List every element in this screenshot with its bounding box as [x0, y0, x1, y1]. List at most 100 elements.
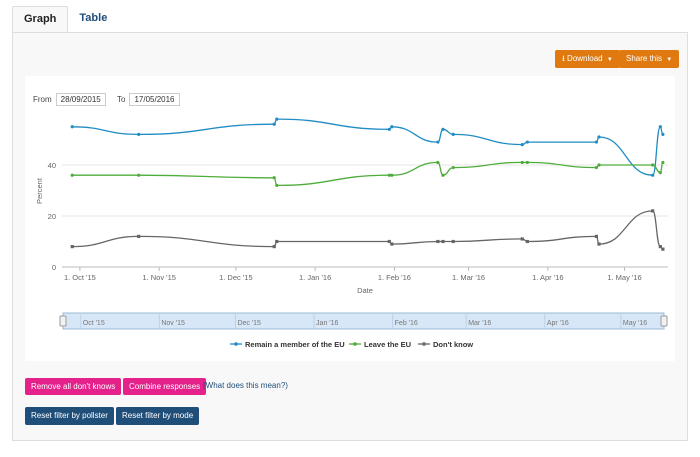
from-date-input[interactable]: 28/09/2015 — [55, 93, 106, 106]
range-from: From 28/09/2015 — [33, 93, 106, 106]
data-point — [272, 122, 276, 126]
data-point — [658, 125, 662, 129]
legend-label[interactable]: Don't know — [433, 340, 473, 349]
tab-graph[interactable]: Graph — [12, 6, 69, 33]
navigator-track — [62, 312, 665, 330]
data-point — [272, 245, 276, 249]
legend-label[interactable]: Remain a member of the EU — [245, 340, 345, 349]
x-tick-label: 1. Mar '16 — [452, 273, 485, 282]
reset-pollster-button[interactable]: Reset filter by pollster — [25, 407, 114, 425]
x-axis: 1. Oct '15 1. Nov '15 1. Dec '15 1. Jan '16… — [64, 267, 642, 282]
data-point — [272, 176, 276, 180]
y-tick-label: 20 — [48, 212, 56, 221]
chart-legend: Remain a member of the EU Leave the EU Don… — [230, 340, 473, 349]
download-label: Download — [567, 54, 603, 63]
data-point — [441, 173, 445, 177]
navigator-label: Dec '15 — [237, 320, 261, 327]
data-point — [387, 239, 391, 244]
data-point — [70, 245, 74, 249]
reset-mode-button[interactable]: Reset filter by mode — [116, 407, 200, 425]
data-point — [275, 239, 279, 244]
data-point — [451, 132, 455, 136]
from-label: From — [33, 95, 52, 104]
series-line — [72, 210, 664, 250]
combine-responses-button[interactable]: Combine responses — [123, 378, 207, 395]
to-label: To — [117, 95, 126, 104]
y-axis: 0 20 40 — [48, 161, 56, 272]
data-point — [70, 173, 74, 177]
tab-bar: Graph Table — [12, 6, 118, 33]
data-point — [451, 165, 455, 170]
navigator-label: Nov '15 — [161, 320, 185, 327]
chart-series — [70, 117, 665, 251]
data-point — [390, 125, 394, 129]
x-axis-label: Date — [357, 286, 373, 295]
data-point — [441, 127, 445, 131]
data-point — [594, 140, 599, 144]
data-point — [525, 160, 529, 165]
data-point — [661, 132, 665, 136]
data-point — [520, 237, 524, 241]
x-tick-label: 1. May '16 — [607, 273, 641, 282]
chart-grid — [62, 164, 668, 268]
caret-down-icon: ▼ — [606, 57, 613, 63]
y-tick-label: 0 — [52, 263, 56, 272]
share-label: Share this — [626, 54, 663, 63]
data-point — [661, 247, 665, 251]
navigator-label: Apr '16 — [547, 320, 569, 327]
y-axis-label: Percent — [35, 177, 44, 204]
remove-dont-knows-button[interactable]: Remove all don't knows — [25, 378, 122, 395]
data-point — [275, 183, 279, 187]
data-point — [520, 143, 524, 147]
data-point — [137, 234, 141, 238]
what-does-this-mean-link[interactable]: (What does this mean?) — [203, 381, 288, 390]
data-point — [275, 117, 279, 121]
navigator-label: Jan '16 — [316, 320, 338, 327]
data-point — [436, 239, 440, 244]
to-date-input[interactable]: 17/05/2016 — [129, 93, 180, 106]
data-point — [451, 239, 455, 244]
x-tick-label: 1. Apr '16 — [532, 273, 563, 282]
data-point — [597, 163, 601, 167]
x-tick-label: 1. Nov '15 — [142, 273, 176, 282]
data-point — [137, 173, 141, 177]
data-point — [525, 239, 529, 244]
x-tick-label: 1. Dec '15 — [219, 273, 253, 282]
range-to: To 17/05/2016 — [117, 93, 180, 106]
navigator-label: Feb '16 — [395, 320, 418, 327]
series-line — [72, 161, 664, 187]
data-point — [441, 239, 445, 244]
navigator-handle[interactable] — [59, 315, 67, 327]
navigator-label: Mar '16 — [468, 320, 491, 327]
caret-down-icon: ▼ — [666, 57, 673, 63]
navigator-handle[interactable] — [660, 315, 668, 327]
legend-marker — [353, 342, 357, 346]
download-button[interactable]: ⭳ Download ▼ — [555, 50, 620, 68]
data-point — [525, 140, 529, 144]
data-point — [390, 242, 394, 246]
data-point — [658, 171, 662, 175]
data-point — [594, 165, 599, 170]
data-point — [436, 140, 440, 144]
share-button[interactable]: Share this ▼ — [619, 50, 680, 68]
data-point — [651, 173, 655, 177]
data-point — [436, 160, 440, 165]
x-tick-label: 1. Feb '16 — [378, 273, 411, 282]
legend-marker — [234, 342, 238, 346]
data-point — [651, 163, 655, 167]
y-tick-label: 40 — [48, 161, 56, 170]
legend-marker — [422, 342, 426, 346]
data-point — [597, 242, 601, 246]
data-point — [661, 160, 665, 165]
legend-label[interactable]: Leave the EU — [364, 340, 411, 349]
download-icon: ⭳ — [562, 54, 565, 63]
x-tick-label: 1. Oct '15 — [64, 273, 96, 282]
data-point — [594, 234, 599, 238]
x-tick-label: 1. Jan '16 — [299, 273, 331, 282]
data-point — [137, 132, 141, 136]
tab-table[interactable]: Table — [79, 12, 108, 24]
data-point — [387, 127, 391, 131]
data-point — [651, 209, 655, 213]
data-point — [658, 245, 662, 249]
